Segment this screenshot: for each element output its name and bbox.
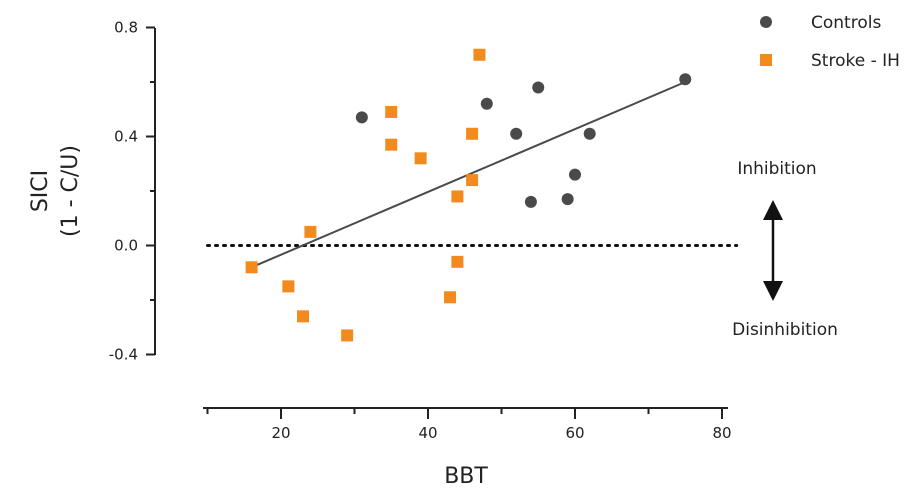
point-stroke-ih <box>444 291 457 304</box>
data-points <box>245 48 692 342</box>
point-stroke-ih <box>473 48 486 61</box>
legend-label-stroke-ih: Stroke - IH <box>811 51 900 71</box>
point-controls <box>532 81 545 94</box>
point-stroke-ih <box>451 190 464 203</box>
legend-label-controls: Controls <box>811 13 881 33</box>
point-stroke-ih <box>466 127 479 140</box>
point-controls <box>355 111 368 124</box>
inhibition-label: Inhibition <box>737 159 816 179</box>
x-tick-label: 80 <box>712 424 731 442</box>
legend-marker-controls <box>760 16 772 28</box>
point-stroke-ih <box>451 255 464 268</box>
y-tick-label: 0.0 <box>114 237 138 255</box>
point-stroke-ih <box>414 152 427 165</box>
point-stroke-ih <box>466 174 479 187</box>
point-stroke-ih <box>341 329 354 342</box>
x-tick-label: 20 <box>271 424 290 442</box>
legend: Controls Stroke - IH <box>760 13 900 71</box>
point-controls <box>524 195 537 208</box>
point-controls <box>569 168 581 181</box>
point-stroke-ih <box>297 310 310 323</box>
y-axis-title-line-2: (1 - C/U) <box>58 145 83 237</box>
point-stroke-ih <box>245 261 258 274</box>
point-controls <box>510 127 523 140</box>
point-controls <box>583 127 596 140</box>
point-controls <box>480 97 493 110</box>
y-tick-label: 0.8 <box>114 19 138 37</box>
legend-marker-stroke-ih <box>760 54 772 66</box>
y-tick-label: -0.4 <box>109 346 138 364</box>
point-stroke-ih <box>304 225 317 238</box>
y-tick-label: 0.4 <box>114 128 138 146</box>
point-stroke-ih <box>385 138 398 151</box>
x-tick-label: 60 <box>565 424 584 442</box>
x-tick-label: 40 <box>418 424 437 442</box>
y-axis-title-line-1: SICI <box>28 170 53 212</box>
disinhibition-label: Disinhibition <box>732 320 838 340</box>
inhibition-annotation: Inhibition Disinhibition <box>732 159 838 340</box>
axes: 0.8 0.4 0.0 -0.4 20 40 60 80 <box>109 19 732 443</box>
point-stroke-ih <box>282 280 295 293</box>
point-controls <box>561 193 574 206</box>
x-axis-title: BBT <box>444 464 488 488</box>
y-axis-title: SICI (1 - C/U) <box>28 145 83 237</box>
point-stroke-ih <box>385 105 398 118</box>
point-controls <box>679 73 692 86</box>
